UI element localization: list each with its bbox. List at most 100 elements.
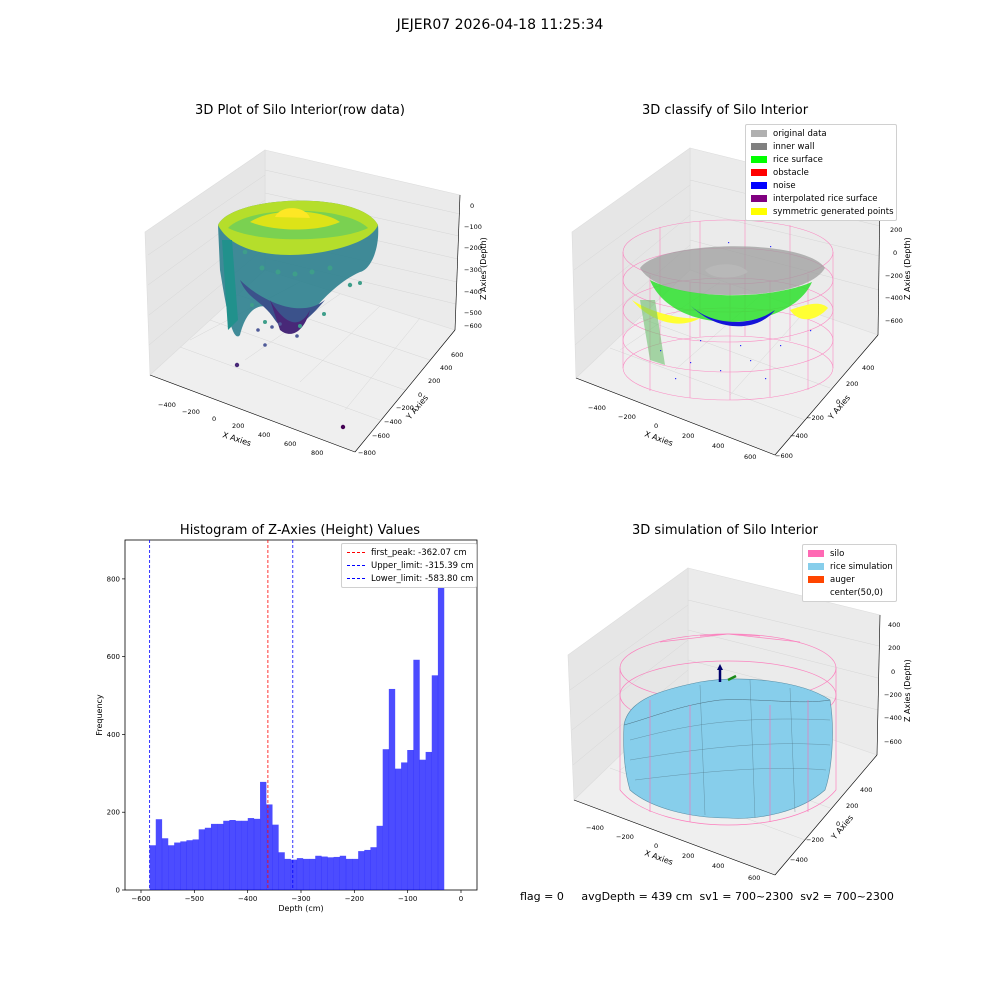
hist-x-tick-label: −500	[185, 895, 204, 903]
panel2-z-tick: 200	[890, 226, 902, 234]
hist-bar	[210, 823, 218, 890]
panel1-x-tick: −400	[158, 401, 176, 409]
figure-title: JEJER07 2026-04-18 11:25:34	[396, 17, 604, 33]
panel2-y-tick: 200	[846, 380, 858, 388]
hist-bars	[149, 558, 445, 890]
legend-item: obstacle	[746, 166, 896, 179]
legend-swatch	[808, 563, 824, 570]
panel2-z-tick: 0	[893, 249, 897, 257]
hist-bar	[241, 820, 248, 890]
panel4-z-tick: −200	[884, 691, 902, 699]
hist-bar	[272, 824, 279, 890]
panel4-silo-wireframe-front	[619, 700, 837, 826]
hist-bar	[321, 856, 328, 890]
hist-x-ticks: −600 −500 −400 −300 −200 −100 0	[131, 890, 463, 903]
legend-label: first_peak: -362.07 cm	[371, 547, 467, 558]
hist-bar	[401, 762, 408, 890]
panel2-x-tick: −400	[588, 404, 606, 412]
panel1-x-tick: 400	[258, 431, 270, 439]
panel2-y-tick: −600	[775, 452, 793, 460]
panel1-ticks: −400 −200 0 200 400 600 800 600 400 200 …	[158, 202, 482, 457]
panel4-title: 3D simulation of Silo Interior	[632, 523, 818, 538]
panel4-y-tick: 200	[846, 802, 858, 810]
legend-swatch	[347, 552, 365, 553]
legend-swatch	[751, 156, 767, 163]
panel1-z-tick: 0	[470, 202, 474, 210]
panel1-y-tick: 200	[428, 377, 440, 385]
legend-item: Lower_limit: -583.80 cm	[342, 572, 476, 585]
hist-bar	[168, 845, 175, 890]
hist-x-tick-label: 0	[459, 895, 463, 903]
panel2-legend: original data inner wall rice surface ob…	[745, 124, 897, 221]
panel1-x-tick: 800	[311, 449, 323, 457]
panel4-y-tick: 400	[860, 786, 872, 794]
hist-bar	[278, 852, 285, 890]
hist-x-tick-label: −200	[345, 895, 364, 903]
hist-x-tick-label: −400	[238, 895, 257, 903]
panel1-y-tick: 0	[418, 391, 422, 399]
legend-item: symmetric generated points	[746, 205, 896, 218]
hist-bar	[149, 845, 156, 890]
panel1-y-tick: −600	[372, 432, 390, 440]
legend-swatch	[751, 208, 767, 215]
hist-bar	[352, 858, 359, 890]
panel4-z-tick: 200	[888, 644, 900, 652]
legend-label: rice simulation	[830, 561, 893, 572]
panel1-z-tick: −200	[464, 244, 482, 252]
legend-label: rice surface	[773, 154, 823, 165]
hist-bar	[382, 749, 390, 890]
hist-vlines	[149, 540, 294, 890]
panel4-x-tick: 200	[682, 852, 694, 860]
hist-bar	[192, 839, 199, 890]
legend-item: center(50,0)	[803, 586, 896, 599]
legend-label: obstacle	[773, 167, 809, 178]
hist-bar	[376, 825, 383, 890]
hist-x-label: Depth (cm)	[278, 904, 323, 913]
hist-x-tick-label: −300	[291, 895, 310, 903]
panel2-y-tick: −400	[790, 432, 808, 440]
hist-bar	[419, 759, 426, 890]
hist-y-tick-label: 800	[107, 575, 120, 583]
legend-item: noise	[746, 179, 896, 192]
legend-swatch	[751, 130, 767, 137]
panel2-z-tick: −400	[885, 294, 903, 302]
hist-bar	[290, 859, 298, 890]
hist-y-label: Frequency	[95, 694, 104, 736]
hist-bar	[296, 858, 304, 890]
panel4-z-tick: −600	[884, 738, 902, 746]
panel1-outlier-point	[234, 362, 240, 368]
status-line: flag = 0 avgDepth = 439 cm sv1 = 700~230…	[520, 890, 894, 903]
legend-swatch	[808, 576, 824, 583]
panel1-x-tick: 0	[212, 415, 216, 423]
legend-item: first_peak: -362.07 cm	[342, 546, 476, 559]
hist-y-tick-label: 200	[107, 809, 120, 817]
hist-bar	[327, 857, 334, 890]
legend-label: Lower_limit: -583.80 cm	[371, 573, 474, 584]
hist-bar	[431, 675, 439, 890]
hist-bar	[161, 838, 169, 890]
legend-swatch	[751, 169, 767, 176]
hist-bar	[260, 781, 267, 890]
panel4-x-label: X Axies	[643, 848, 674, 867]
panel1-y-tick: −400	[384, 418, 402, 426]
panel1-x-tick: 200	[232, 422, 244, 430]
hist-bar	[309, 858, 316, 890]
panel4-x-tick: 400	[712, 862, 724, 870]
hist-bar	[315, 855, 322, 890]
legend-item: rice simulation	[803, 560, 896, 573]
hist-bar	[198, 829, 206, 890]
panel1-outlier-point	[340, 424, 346, 430]
legend-swatch	[347, 565, 365, 566]
hist-bar	[388, 688, 396, 890]
hist-bar	[394, 768, 402, 890]
panel1-y-tick: 400	[440, 364, 452, 372]
hist-bar	[345, 858, 353, 890]
panel2-x-tick: 600	[744, 453, 756, 461]
legend-item: interpolated rice surface	[746, 192, 896, 205]
legend-label: interpolated rice surface	[773, 193, 878, 204]
panel2-z-label: Z Axies (Depth)	[903, 237, 912, 300]
panel1-z-label: Z Axies (Depth)	[479, 237, 488, 300]
